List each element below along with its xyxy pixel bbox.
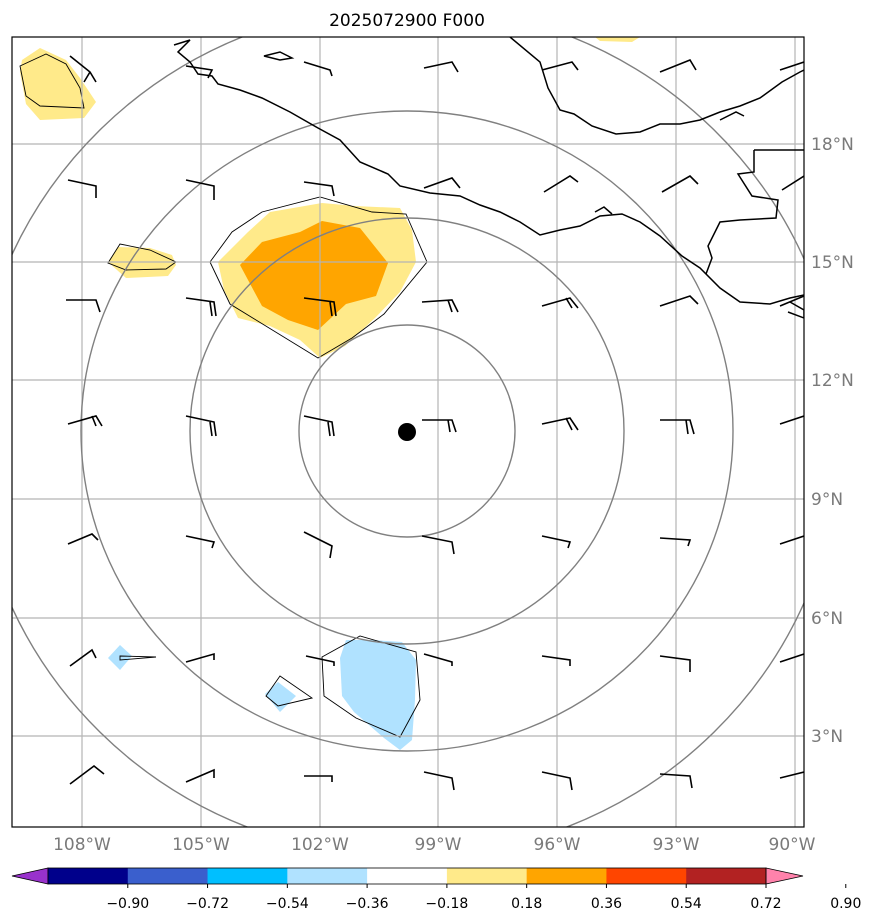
longitude-labels: 108°W 105°W 102°W 99°W 96°W 93°W 90°W bbox=[53, 835, 816, 855]
colorbar-tick-label: 0.54 bbox=[671, 896, 702, 912]
wind-barbs bbox=[66, 55, 804, 791]
colorbar-segment bbox=[526, 868, 607, 884]
colorbar-segment bbox=[207, 868, 288, 884]
range-ring bbox=[80, 110, 734, 752]
latitude-labels: 18°N 15°N 12°N 9°N 6°N 3°N bbox=[811, 135, 854, 747]
graticule bbox=[12, 37, 804, 827]
colorbar-extend-high bbox=[765, 867, 804, 885]
colorbar-tick-label: −0.72 bbox=[186, 896, 229, 912]
colorbar-segment bbox=[446, 868, 528, 884]
colorbar-tick-label: 0.18 bbox=[511, 896, 542, 912]
map-frame bbox=[11, 36, 805, 828]
lon-label: 108°W bbox=[53, 835, 111, 855]
colorbar-tick-label: −0.90 bbox=[106, 896, 149, 912]
contour-lines bbox=[19, 53, 428, 738]
lat-label: 3°N bbox=[811, 727, 843, 747]
lon-label: 93°W bbox=[653, 835, 700, 855]
lon-label: 102°W bbox=[291, 835, 349, 855]
colorbar-tick-label: 0.36 bbox=[591, 896, 622, 912]
warm-shading bbox=[595, 37, 640, 42]
lat-label: 6°N bbox=[811, 609, 843, 629]
center-marker bbox=[398, 423, 416, 441]
colorbar-segment bbox=[127, 868, 209, 884]
colorbar-border bbox=[47, 867, 767, 885]
map-area bbox=[12, 37, 804, 827]
range-ring bbox=[189, 217, 625, 645]
lat-label: 18°N bbox=[811, 135, 854, 155]
hot-shading bbox=[240, 221, 388, 330]
range-ring bbox=[12, 37, 804, 827]
coastline bbox=[173, 37, 804, 319]
cold-shading bbox=[265, 682, 296, 712]
colorbar-tick-label: 0.90 bbox=[830, 896, 861, 912]
lon-label: 105°W bbox=[172, 835, 230, 855]
colorbar-segment bbox=[686, 868, 767, 884]
range-ring bbox=[298, 324, 516, 538]
colorbar-segment bbox=[606, 868, 687, 884]
shaded-regions bbox=[20, 37, 640, 750]
lat-label: 15°N bbox=[811, 253, 854, 273]
warm-shading bbox=[20, 48, 96, 120]
colorbar-segment bbox=[367, 868, 448, 884]
colorbar-segment bbox=[287, 868, 368, 884]
colorbar: −0.90 −0.72 −0.54 −0.36 −0.18 0.18 0.36 0.54 0.7… bbox=[11, 867, 861, 912]
lon-label: 96°W bbox=[534, 835, 581, 855]
colorbar-tick-label: 0.72 bbox=[750, 896, 781, 912]
colorbar-tick-label: −0.36 bbox=[346, 896, 389, 912]
colorbar-segment bbox=[48, 868, 129, 884]
range-rings bbox=[12, 37, 804, 827]
cold-shading bbox=[340, 640, 416, 750]
lat-label: 9°N bbox=[811, 490, 843, 510]
colorbar-tick-label: −0.54 bbox=[266, 896, 309, 912]
map-title: 2025072900 F000 bbox=[329, 11, 485, 31]
lon-label: 90°W bbox=[769, 835, 816, 855]
lon-label: 99°W bbox=[415, 835, 462, 855]
colorbar-extend-low bbox=[11, 867, 49, 885]
colorbar-tick-label: −0.18 bbox=[425, 896, 468, 912]
lat-label: 12°N bbox=[811, 371, 854, 391]
